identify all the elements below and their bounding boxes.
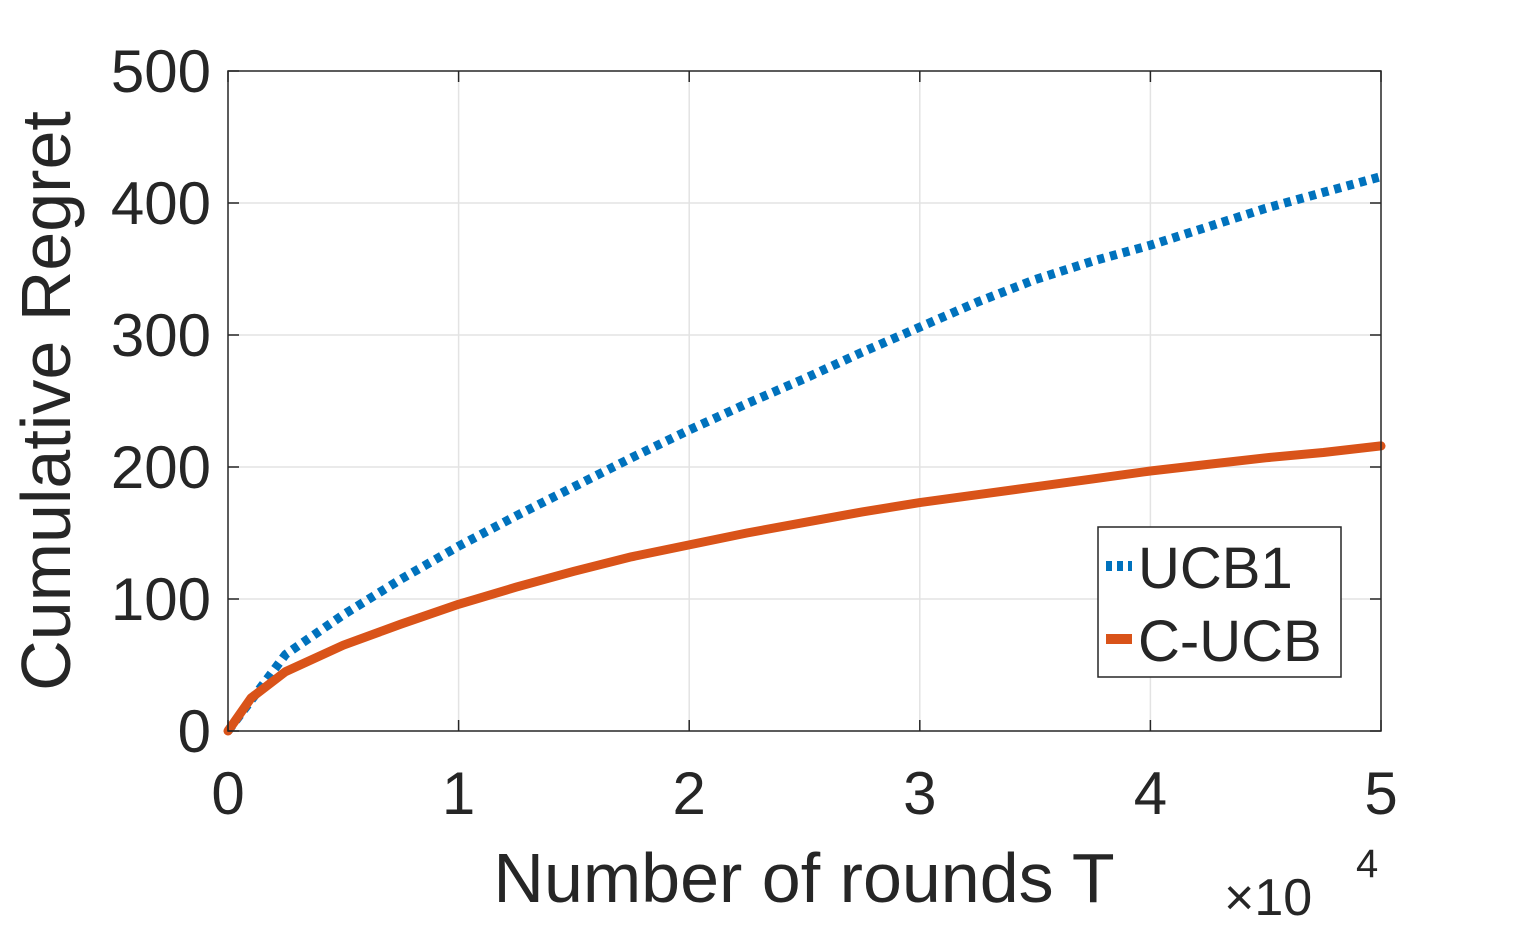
legend-box — [1097, 526, 1342, 678]
x-tick-label: 3 — [903, 760, 936, 827]
axes-box — [227, 70, 1382, 732]
x-tick-label: 2 — [673, 760, 706, 827]
y-tick-label: 0 — [178, 698, 211, 765]
series-line-ucb1 — [224, 172, 1383, 734]
legend: UCB1 C-UCB — [1097, 526, 1342, 678]
legend-label-ucb1: UCB1 — [1138, 536, 1293, 601]
y-tick-label: 100 — [111, 566, 211, 633]
x-multiplier-exponent: 4 — [1356, 842, 1378, 886]
x-axis-label: Number of rounds T — [493, 839, 1114, 917]
y-axis-label: Cumulative Regret — [7, 111, 85, 691]
legend-label-c-ucb: C-UCB — [1138, 609, 1322, 674]
x-tick-label: 1 — [442, 760, 475, 827]
series-line-c-ucb — [223, 441, 1386, 736]
x-tick-label: 0 — [211, 760, 244, 827]
x-multiplier-base: ×10 — [1224, 869, 1312, 927]
y-tick-label: 200 — [111, 434, 211, 501]
y-tick-label: 500 — [111, 38, 211, 105]
y-tick-label: 300 — [111, 302, 211, 369]
series-layer — [223, 172, 1386, 736]
x-axis-multiplier: ×10 4 — [1224, 842, 1378, 927]
y-tick-label: 400 — [111, 170, 211, 237]
tick-marks — [227, 70, 1382, 732]
tick-labels: 0 1 2 3 4 5 0 100 200 300 400 500 — [111, 38, 1398, 827]
x-tick-label: 5 — [1364, 760, 1397, 827]
x-tick-label: 4 — [1134, 760, 1167, 827]
